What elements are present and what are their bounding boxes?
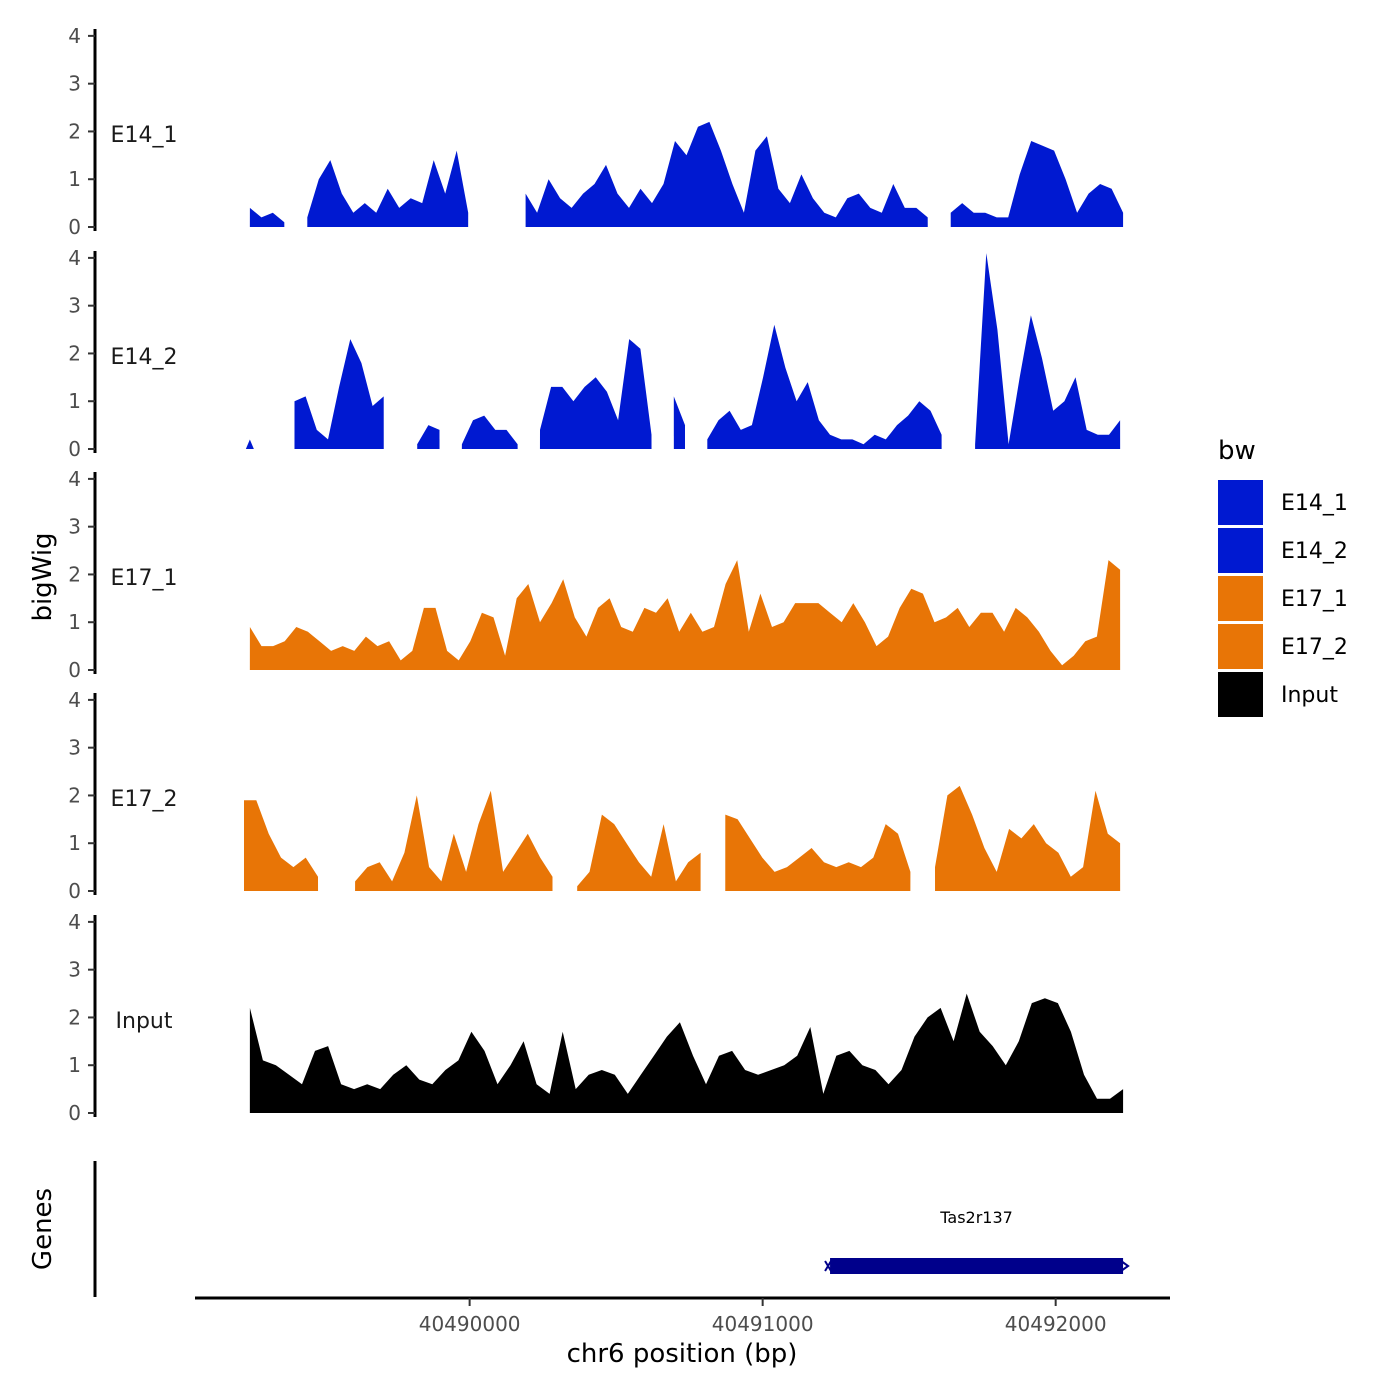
y-tick-label: 1 <box>68 1053 81 1077</box>
y-tick-label: 1 <box>68 389 81 413</box>
legend-key-E17_2 <box>1218 624 1263 669</box>
legend-label-E17_2: E17_2 <box>1281 635 1348 660</box>
y-tick-label: 4 <box>68 246 81 270</box>
y-tick-label: 0 <box>68 879 81 903</box>
y-tick-label: 3 <box>68 736 81 760</box>
area-segment-E14_2 <box>245 439 254 449</box>
track-E17_2: 0 1 2 3 4 E17_2 <box>68 688 1121 903</box>
track-E14_2: 0 1 2 3 4 E14_2 <box>68 246 1121 461</box>
legend-key-E14_1 <box>1218 480 1263 525</box>
track-E14_1: 0 1 2 3 4 E14_1 <box>68 24 1124 239</box>
x-tick-label: 40491000 <box>712 1312 814 1336</box>
gene-track-title: Genes <box>28 1188 58 1270</box>
legend-label-E17_1: E17_1 <box>1281 587 1348 612</box>
legend-key-E14_2 <box>1218 528 1263 573</box>
area-segment-E14_1 <box>307 150 469 227</box>
y-tick-label: 1 <box>68 831 81 855</box>
y-tick-label: 4 <box>68 467 81 491</box>
gene-track: Tas2r137 <box>93 1161 1130 1297</box>
y-tick-label: 2 <box>68 119 81 143</box>
legend-label-E14_1: E14_1 <box>1281 491 1348 516</box>
track-E17_1: 0 1 2 3 4 E17_1 <box>68 467 1121 682</box>
x-axis: 40490000 40491000 40492000 <box>195 1296 1170 1336</box>
y-tick-label: 3 <box>68 294 81 318</box>
track-Input: 0 1 2 3 4 Input <box>68 910 1124 1125</box>
y-tick-label: 0 <box>68 215 81 239</box>
y-tick-label: 3 <box>68 72 81 96</box>
panel-label-E14_2: E14_2 <box>111 345 178 370</box>
area-segment-E14_1 <box>950 141 1124 227</box>
area-segment-E17_2 <box>725 814 911 891</box>
area-segment-E14_2 <box>417 425 440 449</box>
gene-start-marker <box>824 1260 832 1272</box>
y-tick-label: 2 <box>68 341 81 365</box>
legend-title: bw <box>1218 436 1256 466</box>
x-tick-label: 40490000 <box>419 1312 521 1336</box>
y-tick-label: 4 <box>68 24 81 48</box>
signal-tracks: 0 1 2 3 4 E14_1 0 1 2 3 4 E14_2 0 1 2 3 4 E17_1 0 1 2 3 4 E17_2… <box>68 24 1124 1125</box>
panel-label-E14_1: E14_1 <box>111 123 178 148</box>
area-segment-E14_2 <box>539 339 652 449</box>
y-tick-label: 1 <box>68 610 81 634</box>
gene-label-Tas2r137: Tas2r137 <box>939 1208 1013 1227</box>
legend-label-E14_2: E14_2 <box>1281 539 1348 564</box>
area-segment-E14_1 <box>249 207 285 227</box>
area-segment-Input <box>249 993 1124 1113</box>
y-tick-label: 4 <box>68 910 81 934</box>
area-segment-E17_2 <box>577 814 701 891</box>
legend-label-Input: Input <box>1281 683 1338 708</box>
legend-key-E17_1 <box>1218 576 1263 621</box>
y-tick-label: 0 <box>68 1101 81 1125</box>
y-tick-label: 2 <box>68 1005 81 1029</box>
area-segment-E14_2 <box>673 396 685 449</box>
area-segment-E17_2 <box>355 790 553 891</box>
y-axis-title: bigWig <box>28 532 58 621</box>
area-segment-E17_2 <box>935 785 1121 891</box>
gene-strand-arrow <box>1120 1260 1130 1272</box>
area-segment-E17_1 <box>249 560 1121 670</box>
area-segment-E14_2 <box>294 339 384 449</box>
x-axis-title: chr6 position (bp) <box>567 1339 798 1369</box>
area-segment-E14_2 <box>707 324 942 449</box>
y-tick-label: 3 <box>68 515 81 539</box>
y-tick-label: 3 <box>68 958 81 982</box>
y-tick-label: 0 <box>68 437 81 461</box>
legend: bw E14_1 E14_2 E17_1 E17_2 Input <box>1218 436 1348 717</box>
y-tick-label: 2 <box>68 562 81 586</box>
area-segment-E17_2 <box>244 800 319 891</box>
panel-label-E17_2: E17_2 <box>111 787 178 812</box>
gene-body-Tas2r137 <box>830 1258 1124 1274</box>
y-tick-label: 4 <box>68 688 81 712</box>
panel-label-Input: Input <box>116 1009 173 1034</box>
y-tick-label: 0 <box>68 658 81 682</box>
y-tick-label: 1 <box>68 167 81 191</box>
y-tick-label: 2 <box>68 783 81 807</box>
area-segment-E14_2 <box>975 253 1121 449</box>
legend-key-Input <box>1218 672 1263 717</box>
area-segment-E14_1 <box>525 121 928 227</box>
area-segment-E14_2 <box>461 415 518 449</box>
x-tick-label: 40492000 <box>1005 1312 1107 1336</box>
panel-label-E17_1: E17_1 <box>111 566 178 591</box>
